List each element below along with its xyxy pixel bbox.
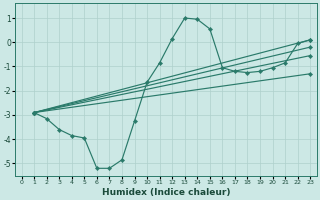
X-axis label: Humidex (Indice chaleur): Humidex (Indice chaleur) [102, 188, 230, 197]
